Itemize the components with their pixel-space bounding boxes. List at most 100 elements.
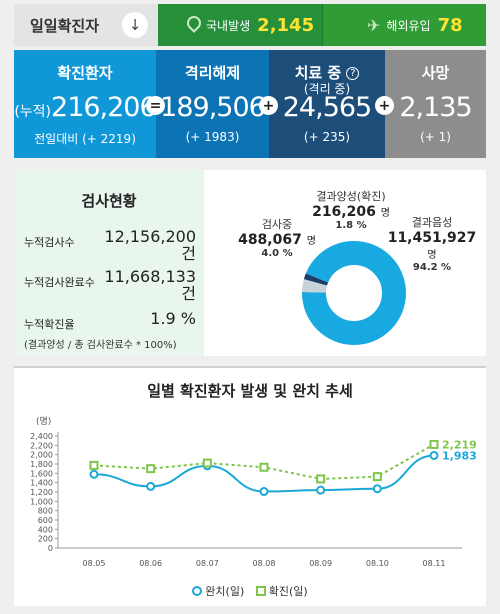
released-delta: (+ 1983) bbox=[185, 130, 240, 144]
testing-pct: 4.0 % bbox=[261, 248, 293, 259]
y-tick-label: 1,000 bbox=[30, 497, 53, 506]
y-tick-label: 1,200 bbox=[30, 488, 53, 497]
negative-pct: 94.2 % bbox=[412, 262, 452, 273]
treatment-title: 치료 중 bbox=[294, 64, 342, 82]
daily-cases-toggle[interactable]: 일일확진자 ↓ bbox=[14, 4, 158, 46]
positive-legend: 결과양성(확진) 216,206 명 1.8 % bbox=[296, 188, 406, 231]
card-treatment: 치료 중 ? (격리 중) 24,565 (+ 235) bbox=[269, 50, 385, 158]
completed-tests-value: 11,668,133 건 bbox=[104, 268, 196, 302]
testing-legend: 검사중 488,067 명 4.0 % bbox=[232, 216, 322, 259]
confirmed-end-label: 2,219 bbox=[442, 438, 477, 451]
test-status-panel: 검사현황 누적검사수 12,156,200 건 누적검사완료수 11,668,13… bbox=[14, 170, 486, 356]
y-tick-label: 1,800 bbox=[30, 460, 53, 469]
y-tick-label: 2,400 bbox=[30, 432, 53, 441]
domestic-value: 2,145 bbox=[257, 14, 315, 36]
treatment-title-row: 치료 중 ? bbox=[269, 62, 385, 83]
arrow-down-icon[interactable]: ↓ bbox=[122, 12, 148, 38]
help-icon[interactable]: ? bbox=[346, 67, 360, 80]
testing-number: 488,067 bbox=[238, 232, 302, 248]
released-title: 격리해제 bbox=[184, 64, 241, 82]
confirmed-delta: 전일대비 (+ 2219) bbox=[34, 132, 136, 146]
completed-tests-unit: 건 bbox=[181, 284, 196, 303]
total-tests-number: 12,156,200 bbox=[104, 227, 196, 246]
y-tick-label: 200 bbox=[38, 535, 53, 544]
overseas-label: 해외유입 bbox=[386, 18, 431, 33]
testing-count: 488,067 명 bbox=[232, 232, 322, 248]
domestic-label: 국내발생 bbox=[206, 18, 251, 33]
overseas-cases: ✈ 해외유입 78 bbox=[322, 4, 486, 46]
confirmed-number: 216,206 bbox=[51, 92, 157, 123]
positive-rate-note: (결과양성 / 총 검사완료수 * 100%) bbox=[24, 340, 177, 351]
daily-cases-strip: 일일확진자 ↓ 국내발생 2,145 ✈ 해외유입 78 bbox=[14, 4, 486, 46]
card-confirmed: 확진환자 (누적)216,206 전일대비 (+ 2219) bbox=[14, 50, 157, 158]
x-tick-label: 08.11 bbox=[423, 559, 446, 568]
confirmed-point bbox=[372, 472, 382, 482]
test-summary-title: 검사현황 bbox=[81, 192, 137, 210]
testing-label: 검사중 bbox=[261, 218, 293, 231]
recovered-line bbox=[93, 454, 435, 493]
confirmed-point bbox=[316, 474, 326, 484]
legend-confirmed-label: 확진(일) bbox=[268, 585, 308, 598]
card-released: 격리해제 189,506 (+ 1983) bbox=[156, 50, 269, 158]
test-result-donut: 결과양성(확진) 216,206 명 1.8 % 검사중 488,067 명 4… bbox=[204, 170, 486, 356]
negative-count: 11,451,927 명 bbox=[382, 230, 482, 262]
recovered-point bbox=[429, 450, 439, 460]
completed-tests-label: 누적검사완료수 bbox=[24, 276, 95, 289]
positive-unit: 명 bbox=[380, 208, 390, 219]
recovered-point bbox=[372, 484, 382, 494]
negative-legend: 결과음성 11,451,927 명 94.2 % bbox=[382, 214, 482, 273]
daily-cases-label: 일일확진자 bbox=[30, 16, 100, 35]
confirmed-point bbox=[202, 458, 212, 468]
overseas-value: 78 bbox=[437, 14, 463, 36]
plus-icon: + bbox=[259, 96, 278, 115]
recovered-point bbox=[89, 469, 99, 479]
y-tick-label: 2,200 bbox=[30, 441, 53, 450]
x-tick-label: 08.08 bbox=[253, 559, 276, 568]
test-summary: 검사현황 누적검사수 12,156,200 건 누적검사완료수 11,668,13… bbox=[14, 170, 204, 356]
positive-rate-value: 1.9 % bbox=[150, 309, 196, 328]
total-tests-unit: 건 bbox=[181, 244, 196, 263]
y-axis-label: (명) bbox=[36, 416, 51, 427]
y-tick-label: 2,000 bbox=[30, 451, 53, 460]
confirmed-point bbox=[259, 462, 269, 472]
positive-number: 216,206 bbox=[312, 204, 376, 220]
confirmed-point bbox=[89, 460, 99, 470]
x-tick-label: 08.10 bbox=[366, 559, 389, 568]
deaths-title: 사망 bbox=[421, 64, 450, 82]
confirmed-title: 확진환자 bbox=[57, 64, 113, 82]
treatment-delta: (+ 235) bbox=[303, 130, 351, 144]
legend-confirmed[interactable]: 확진(일) bbox=[255, 583, 308, 599]
y-tick-label: 1,600 bbox=[30, 469, 53, 478]
positive-rate-label: 누적확진율 bbox=[24, 318, 75, 331]
confirmed-value: (누적)216,206 bbox=[14, 92, 156, 123]
plus-icon: + bbox=[375, 96, 394, 115]
donut-negative-slice bbox=[302, 241, 406, 345]
trend-chart-svg: (명) 02004006008001,0001,2001,4001,6001,80… bbox=[30, 416, 477, 568]
circle-marker-icon bbox=[192, 586, 203, 596]
y-tick-label: 400 bbox=[38, 525, 53, 534]
positive-count: 216,206 명 bbox=[296, 204, 406, 220]
deaths-delta: (+ 1) bbox=[420, 130, 451, 144]
treatment-subtitle: (격리 중) bbox=[303, 82, 351, 96]
domestic-cases: 국내발생 2,145 bbox=[158, 4, 322, 46]
testing-unit: 명 bbox=[306, 236, 316, 247]
y-tick-label: 800 bbox=[38, 507, 53, 516]
total-tests-label: 누적검사수 bbox=[24, 236, 75, 249]
y-tick-label: 1,400 bbox=[30, 479, 53, 488]
y-tick-label: 600 bbox=[38, 516, 53, 525]
donut-svg bbox=[302, 241, 406, 345]
positive-pct: 1.8 % bbox=[335, 220, 367, 231]
positive-label: 결과양성(확진) bbox=[316, 190, 386, 203]
chart-title: 일별 확진환자 발생 및 완치 추세 bbox=[147, 382, 353, 400]
chart-legend: 완치(일) 확진(일) bbox=[14, 583, 486, 599]
negative-unit: 명 bbox=[427, 250, 437, 261]
recovered-point bbox=[316, 485, 326, 495]
confirmed-point bbox=[146, 464, 156, 474]
completed-tests-number: 11,668,133 bbox=[104, 267, 196, 286]
treatment-value: 24,565 bbox=[282, 92, 372, 123]
legend-recovered[interactable]: 완치(일) bbox=[192, 583, 244, 599]
square-marker-icon bbox=[255, 586, 266, 596]
equals-icon: = bbox=[146, 96, 165, 115]
card-deaths: 사망 2,135 (+ 1) bbox=[385, 50, 486, 158]
x-tick-label: 08.05 bbox=[83, 559, 106, 568]
